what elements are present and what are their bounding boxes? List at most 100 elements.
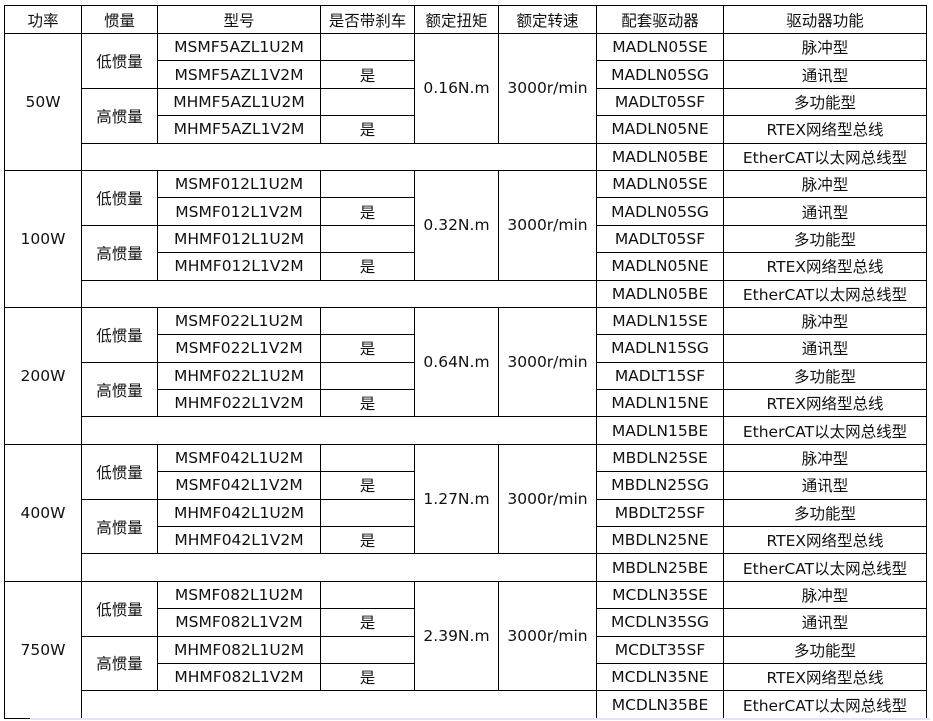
driver-cell: MADLN05BE [596, 279, 724, 308]
table-row: MADLN05BE EtherCAT以太网总线型 [5, 142, 927, 171]
table-row: 50W 低惯量 MSMF5AZL1U2M 0.16N.m 3000r/min MADLN0… [4, 32, 927, 171]
brake-cell [320, 361, 415, 391]
brake-cell: 是 [320, 115, 415, 144]
driver-cell: MADLN15SG [596, 334, 724, 363]
driver-function-cell: RTEX网络型总线 [723, 526, 927, 555]
model-cell: MSMF012L1U2M [157, 169, 321, 199]
empty-merged-cell [81, 279, 597, 308]
brake-cell: 是 [320, 526, 415, 555]
driver-function-cell: EtherCAT以太网总线型 [723, 690, 927, 719]
speed-cell: 3000r/min [498, 443, 597, 555]
driver-cell: MCDLN35NE [596, 662, 724, 692]
driver-cell: MADLN15NE [596, 389, 724, 418]
inertia-cell: 低惯量 [81, 33, 158, 89]
brake-cell: 是 [320, 389, 415, 418]
model-cell: MHMF082L1U2M [157, 635, 321, 664]
driver-cell: MCDLN35BE [596, 690, 724, 719]
inertia-cell: 高惯量 [81, 498, 158, 555]
driver-function-cell: RTEX网络型总线 [723, 115, 927, 144]
table-row: MHMF5AZL1V2M 是 MADLN05NE RTEX网络型总线 [5, 115, 927, 144]
power-cell: 750W [4, 580, 82, 719]
brake-cell: 是 [320, 662, 415, 692]
table-row: MADLN05BE EtherCAT以太网总线型 [5, 279, 927, 308]
divider [30, 718, 930, 720]
model-cell: MHMF5AZL1U2M [157, 87, 321, 117]
brake-cell [320, 87, 415, 117]
driver-cell: MADLT05SF [596, 224, 724, 254]
brake-cell: 是 [320, 60, 415, 89]
model-cell: MSMF5AZL1U2M [157, 32, 321, 62]
model-cell: MHMF022L1V2M [157, 389, 321, 418]
table-row: MSMF012L1V2M 是 MADLN05SG 通讯型 [5, 197, 927, 226]
brake-cell: 是 [320, 197, 415, 226]
empty-merged-cell [81, 553, 597, 582]
speed-cell: 3000r/min [498, 169, 597, 281]
driver-function-cell: EtherCAT以太网总线型 [723, 416, 927, 445]
header-model: 型号 [157, 5, 321, 34]
inertia-cell: 低惯量 [81, 580, 158, 637]
brake-cell [320, 635, 415, 664]
torque-cell: 2.39N.m [414, 580, 499, 692]
servo-motor-spec-table: 功率 惯量 型号 是否带刹车 额定扭矩 额定转速 配套驱动器 驱动器功能 50W 低惯量 MSMF… [4, 5, 927, 719]
driver-function-cell: 通讯型 [723, 471, 927, 500]
driver-cell: MADLN05NE [596, 115, 724, 144]
header-rated-torque: 额定扭矩 [414, 5, 499, 34]
brake-cell [320, 443, 415, 473]
brake-cell: 是 [320, 252, 415, 281]
driver-function-cell: 脉冲型 [723, 32, 927, 62]
inertia-cell: 高惯量 [81, 361, 158, 418]
brake-cell [320, 224, 415, 254]
driver-cell: MCDLN35SG [596, 608, 724, 637]
model-cell: MHMF5AZL1V2M [157, 115, 321, 144]
model-cell: MHMF012L1V2M [157, 252, 321, 281]
driver-function-cell: 通讯型 [723, 608, 927, 637]
table-row: 高惯量 MHMF5AZL1U2M MADLT05SF 多功能型 [5, 87, 927, 144]
model-cell: MSMF042L1V2M [157, 471, 321, 500]
driver-function-cell: RTEX网络型总线 [723, 662, 927, 692]
driver-cell: MADLT15SF [596, 361, 724, 391]
driver-cell: MCDLN35SE [596, 580, 724, 610]
table-row: 100W 低惯量 MSMF012L1U2M 0.32N.m 3000r/min MADLN… [4, 169, 927, 308]
brake-cell [320, 169, 415, 199]
model-cell: MSMF5AZL1V2M [157, 60, 321, 89]
inertia-cell: 低惯量 [81, 443, 158, 500]
brake-cell: 是 [320, 608, 415, 637]
driver-function-cell: EtherCAT以太网总线型 [723, 142, 927, 171]
driver-function-cell: 多功能型 [723, 87, 927, 117]
driver-function-cell: 脉冲型 [723, 580, 927, 610]
model-cell: MSMF082L1U2M [157, 580, 321, 610]
table-row: 200W 低惯量 MSMF022L1U2M 0.64N.m 3000r/min MADLN… [4, 306, 927, 445]
driver-function-cell: EtherCAT以太网总线型 [723, 279, 927, 308]
power-cell: 100W [4, 169, 82, 308]
torque-cell: 0.32N.m [414, 169, 499, 281]
driver-cell: MADLN05SG [596, 197, 724, 226]
table-row: MSMF022L1V2M 是 MADLN15SG 通讯型 [5, 334, 927, 363]
driver-cell: MBDLN25NE [596, 526, 724, 555]
table-row: MHMF082L1V2M 是 MCDLN35NE RTEX网络型总线 [5, 662, 927, 692]
driver-cell: MADLT05SF [596, 87, 724, 117]
driver-cell: MADLN05SE [596, 169, 724, 199]
header-row: 功率 惯量 型号 是否带刹车 额定扭矩 额定转速 配套驱动器 驱动器功能 [4, 5, 927, 34]
speed-cell: 3000r/min [498, 306, 597, 418]
driver-cell: MADLN15BE [596, 416, 724, 445]
header-power: 功率 [4, 5, 82, 34]
driver-function-cell: 多功能型 [723, 224, 927, 254]
driver-cell: MBDLN25SG [596, 471, 724, 500]
brake-cell [320, 306, 415, 336]
brake-cell [320, 498, 415, 528]
driver-function-cell: 通讯型 [723, 60, 927, 89]
power-cell: 200W [4, 306, 82, 445]
table-row: 400W 低惯量 MSMF042L1U2M 1.27N.m 3000r/min MBDLN… [4, 443, 927, 582]
inertia-cell: 高惯量 [81, 224, 158, 281]
driver-function-cell: 脉冲型 [723, 306, 927, 336]
brake-cell: 是 [320, 471, 415, 500]
driver-function-cell: RTEX网络型总线 [723, 252, 927, 281]
model-cell: MSMF022L1U2M [157, 306, 321, 336]
inertia-cell: 高惯量 [81, 635, 158, 692]
torque-cell: 0.16N.m [414, 33, 499, 144]
speed-cell: 3000r/min [498, 33, 597, 144]
driver-cell: MADLN05NE [596, 252, 724, 281]
power-cell: 400W [4, 443, 82, 582]
table-row: 高惯量 MHMF042L1U2M MBDLT25SF 多功能型 [5, 498, 927, 555]
table-row: MSMF5AZL1V2M 是 MADLN05SG 通讯型 [5, 60, 927, 89]
